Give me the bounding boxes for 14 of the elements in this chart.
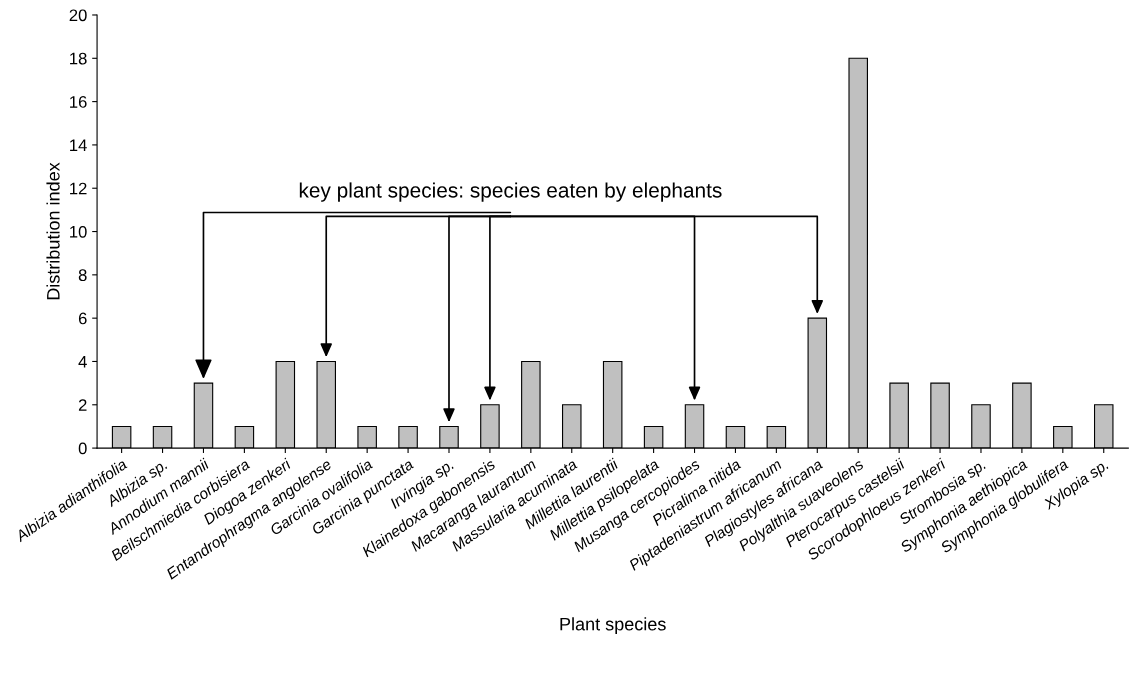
y-tick-label: 12 [70,182,87,195]
y-tick-label: 20 [69,9,87,22]
annotation: key plant species: species eaten by elephants [299,182,722,202]
y-tick-label: 16 [70,96,87,108]
y-tick-label: 10 [70,225,87,238]
y-tick-label: 6 [78,312,87,325]
y-tick-label: 0 [78,442,87,455]
y-tick-label: 8 [78,269,87,282]
y-tick-label: 4 [78,356,87,368]
y-tick-label: 18 [70,52,87,65]
x-axis-title: Plant species [560,617,666,635]
y-tick-label: 14 [70,139,87,151]
y-tick-label: 2 [78,399,87,411]
y-axis-title: Distribution index [46,162,60,300]
